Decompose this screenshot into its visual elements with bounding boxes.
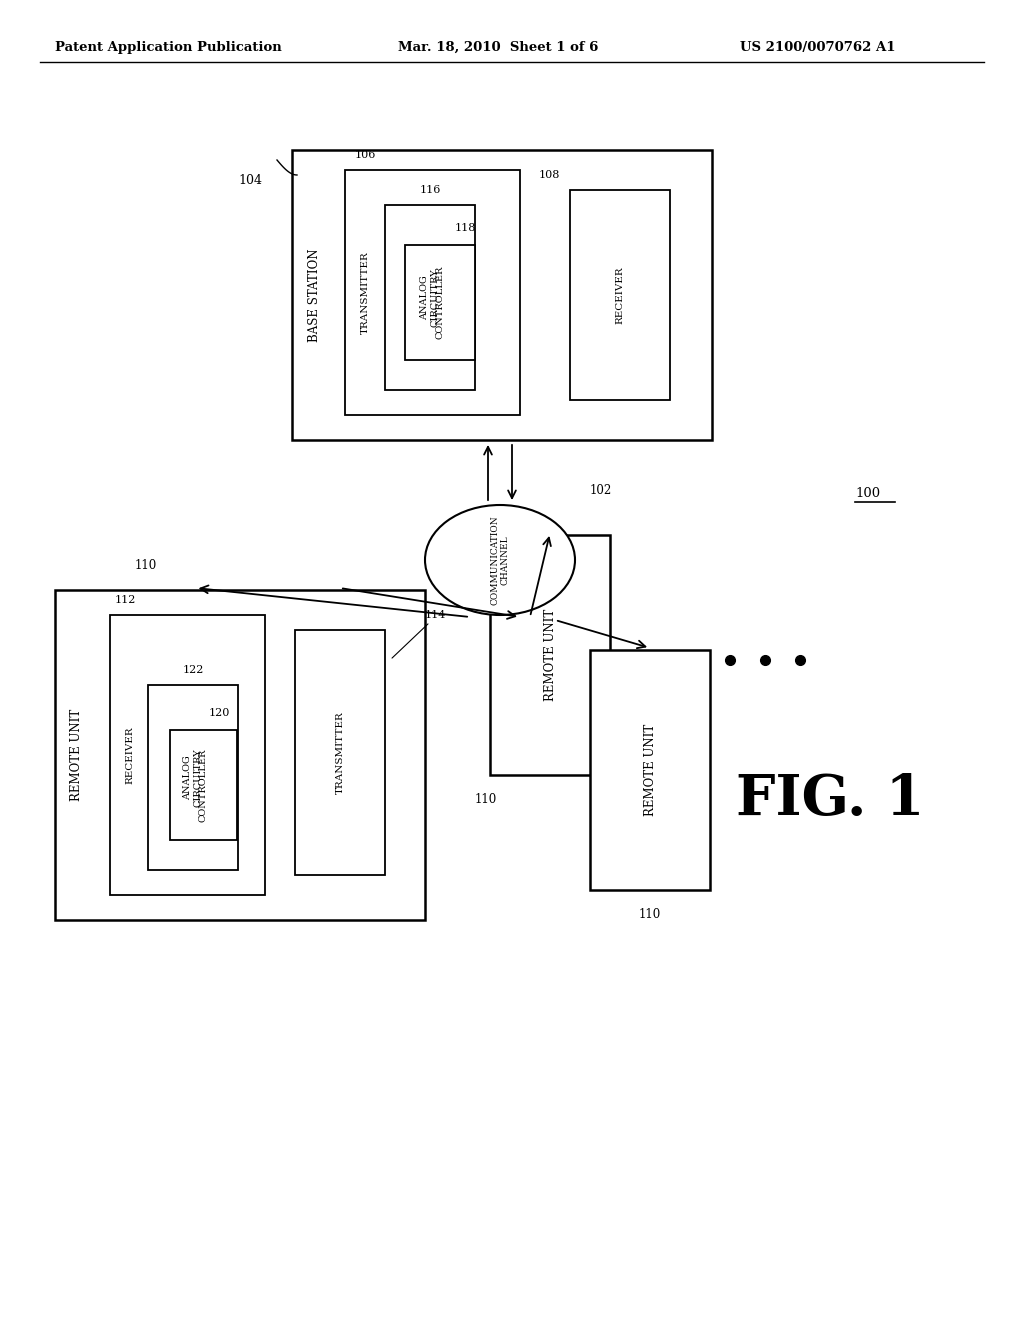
Text: 116: 116 [419, 185, 440, 195]
Text: 106: 106 [355, 150, 377, 160]
Bar [570, 190, 670, 400]
Text: 104: 104 [238, 173, 262, 186]
Bar [345, 170, 520, 414]
Text: RECEIVER: RECEIVER [615, 267, 625, 323]
Text: ANALOG
CIRCUITRY: ANALOG CIRCUITRY [420, 268, 439, 327]
Text: BASE STATION: BASE STATION [307, 248, 321, 342]
Bar [590, 649, 710, 890]
Text: 114: 114 [424, 610, 445, 620]
Text: TRANSMITTER: TRANSMITTER [336, 711, 344, 793]
Bar [292, 150, 712, 440]
Bar [170, 730, 237, 840]
Text: 110: 110 [639, 908, 662, 921]
Text: 108: 108 [539, 170, 560, 180]
Text: RECEIVER: RECEIVER [126, 726, 134, 784]
Text: CONTROLLER: CONTROLLER [435, 265, 444, 339]
Text: 118: 118 [455, 223, 476, 234]
Bar [406, 246, 475, 360]
Bar [148, 685, 238, 870]
Text: FIG. 1: FIG. 1 [736, 772, 925, 828]
Text: 110: 110 [475, 793, 498, 807]
Text: 120: 120 [209, 708, 229, 718]
Text: REMOTE UNIT: REMOTE UNIT [544, 609, 556, 701]
Text: COMMUNICATION
CHANNEL: COMMUNICATION CHANNEL [490, 515, 510, 605]
Text: 112: 112 [115, 595, 136, 605]
Bar [385, 205, 475, 389]
Text: 102: 102 [590, 483, 612, 496]
Text: 100: 100 [855, 487, 880, 500]
Text: REMOTE UNIT: REMOTE UNIT [643, 723, 656, 816]
Bar [55, 590, 425, 920]
Text: Patent Application Publication: Patent Application Publication [55, 41, 282, 54]
Text: CONTROLLER: CONTROLLER [199, 748, 208, 821]
Text: 110: 110 [135, 558, 158, 572]
Bar [110, 615, 265, 895]
Ellipse shape [425, 506, 575, 615]
Text: US 2100/0070762 A1: US 2100/0070762 A1 [740, 41, 896, 54]
Text: Mar. 18, 2010  Sheet 1 of 6: Mar. 18, 2010 Sheet 1 of 6 [398, 41, 598, 54]
Text: TRANSMITTER: TRANSMITTER [360, 251, 370, 334]
Text: 122: 122 [182, 665, 204, 675]
Text: ANALOG
CIRCUITRY: ANALOG CIRCUITRY [183, 748, 203, 807]
Bar [490, 535, 610, 775]
Text: REMOTE UNIT: REMOTE UNIT [71, 709, 84, 801]
Bar [295, 630, 385, 875]
